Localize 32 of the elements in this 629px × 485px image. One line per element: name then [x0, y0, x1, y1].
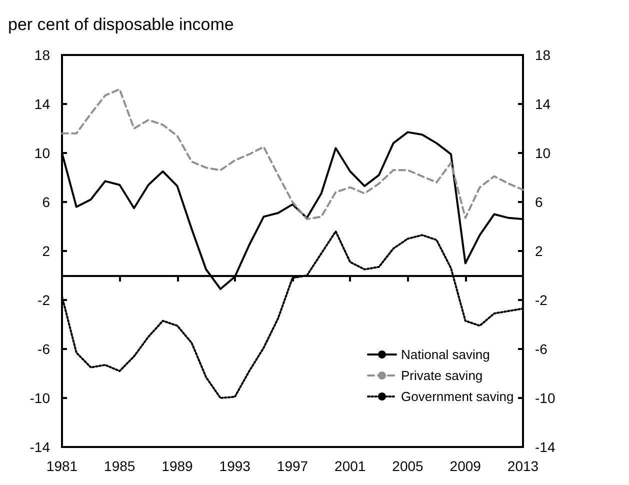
- y2-tick-label: -14: [535, 439, 556, 455]
- x-tick-label: 2001: [334, 458, 366, 474]
- x-tick-label: 1997: [276, 458, 308, 474]
- y-axis-title: per cent of disposable income: [8, 15, 234, 34]
- y2-tick-label: 2: [535, 243, 543, 259]
- legend-label: National saving: [401, 347, 490, 362]
- y2-tick-label: -2: [535, 292, 548, 308]
- x-tick-label: 1989: [162, 458, 194, 474]
- y2-tick-label: 18: [535, 47, 551, 63]
- y2-tick-label: 10: [535, 145, 551, 161]
- x-tick-label: 2013: [507, 458, 539, 474]
- y2-tick-label: 14: [535, 96, 551, 112]
- y-tick-label: 18: [34, 47, 50, 63]
- y-tick-label: -14: [30, 439, 50, 455]
- y-tick-label: 6: [42, 194, 50, 210]
- y-tick-label: 10: [34, 145, 50, 161]
- y-tick-label: -6: [38, 341, 50, 357]
- y-tick-label: 2: [42, 243, 50, 259]
- y-tick-label: -2: [38, 292, 50, 308]
- legend-label: Private saving: [401, 368, 483, 383]
- y2-tick-label: 6: [535, 194, 543, 210]
- x-tick-label: 1981: [46, 458, 78, 474]
- y-tick-label: -10: [30, 390, 50, 406]
- x-tick-label: 2005: [392, 458, 424, 474]
- y2-tick-label: -10: [535, 390, 556, 406]
- x-tick-label: 2009: [450, 458, 482, 474]
- x-tick-label: 1993: [219, 458, 251, 474]
- y-tick-label: 14: [34, 96, 50, 112]
- y2-tick-label: -6: [535, 341, 548, 357]
- x-tick-label: 1985: [104, 458, 136, 474]
- legend-label: Government saving: [401, 389, 514, 404]
- line-series: [61, 88, 524, 220]
